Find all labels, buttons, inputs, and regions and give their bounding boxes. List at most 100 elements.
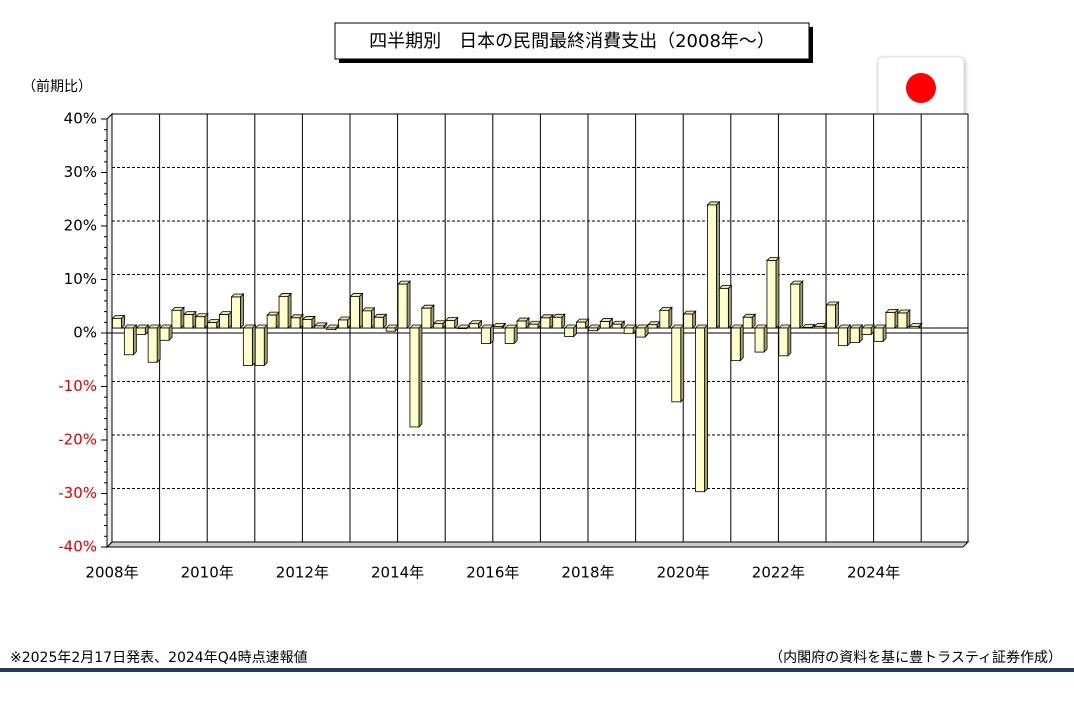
bar bbox=[635, 327, 646, 338]
bar bbox=[242, 327, 253, 366]
bar bbox=[350, 296, 360, 329]
bar bbox=[778, 327, 789, 357]
y-tick-label: 20% bbox=[64, 217, 97, 235]
bar bbox=[290, 317, 301, 329]
x-tick-label: 2014年 bbox=[371, 564, 424, 582]
bar bbox=[159, 327, 170, 341]
bar bbox=[516, 320, 527, 329]
y-tick-label: 40% bbox=[64, 110, 97, 128]
bar bbox=[326, 327, 337, 331]
bar bbox=[469, 323, 479, 329]
flag bbox=[877, 56, 965, 120]
bar bbox=[254, 327, 265, 366]
bar bbox=[112, 317, 122, 329]
bar bbox=[909, 325, 920, 329]
chart-title: 四半期別 日本の民間最終消費支出（2008年～） bbox=[369, 31, 775, 52]
bar bbox=[647, 324, 658, 329]
bar bbox=[480, 327, 491, 344]
y-tick-label: 10% bbox=[64, 270, 97, 288]
bar-side bbox=[763, 324, 768, 354]
bar bbox=[659, 309, 670, 329]
bar-side bbox=[406, 280, 411, 329]
x-tick-label: 2022年 bbox=[752, 564, 805, 582]
bar bbox=[528, 323, 539, 329]
x-tick-label: 2008年 bbox=[85, 564, 138, 582]
y-tick-label: 30% bbox=[64, 163, 97, 181]
y-tick-label: -30% bbox=[58, 484, 97, 502]
bar bbox=[397, 283, 408, 329]
bar bbox=[421, 307, 432, 329]
bar-side bbox=[418, 324, 423, 428]
bar bbox=[588, 327, 598, 332]
footnote: ※2025年2月17日発表、2024年Q4時点速報値 bbox=[10, 650, 308, 666]
bar bbox=[718, 288, 729, 329]
y-axis-label: （前期比） bbox=[22, 78, 92, 95]
bar bbox=[754, 327, 765, 353]
bar bbox=[183, 314, 194, 329]
bar bbox=[445, 320, 456, 329]
bar-side bbox=[787, 324, 792, 357]
bar bbox=[492, 325, 503, 329]
bar bbox=[849, 327, 860, 343]
bar-side bbox=[680, 324, 685, 403]
bar bbox=[766, 260, 777, 329]
bar bbox=[826, 304, 836, 329]
bar-side bbox=[263, 324, 268, 367]
bar bbox=[552, 316, 563, 329]
y-tick-label: -10% bbox=[58, 377, 97, 395]
bar bbox=[123, 327, 134, 356]
bar bbox=[278, 296, 289, 329]
bar-side bbox=[775, 256, 780, 329]
y-tick-label: 0% bbox=[73, 324, 97, 342]
bar bbox=[802, 327, 813, 329]
bar bbox=[219, 314, 229, 329]
bar bbox=[837, 327, 848, 347]
bar-side bbox=[727, 284, 732, 329]
bar bbox=[885, 312, 896, 329]
x-tick-label: 2016年 bbox=[466, 564, 519, 582]
bar bbox=[730, 327, 741, 362]
bar bbox=[742, 316, 753, 329]
bar bbox=[207, 322, 218, 329]
bar bbox=[433, 323, 444, 329]
bar bbox=[231, 296, 241, 329]
bar-side bbox=[240, 293, 244, 329]
bar bbox=[564, 327, 575, 337]
bar bbox=[457, 327, 467, 329]
bar-side bbox=[739, 324, 744, 362]
bar bbox=[266, 314, 277, 329]
bar bbox=[695, 327, 705, 493]
plot-floor bbox=[105, 541, 970, 548]
bar bbox=[611, 323, 622, 329]
bar bbox=[540, 317, 551, 329]
bar bbox=[302, 319, 313, 329]
bar bbox=[623, 327, 634, 334]
bar bbox=[897, 312, 908, 329]
bar bbox=[576, 321, 586, 329]
flag-sun bbox=[906, 73, 936, 103]
bar bbox=[147, 327, 158, 363]
x-tick-label: 2010年 bbox=[181, 564, 234, 582]
bar bbox=[373, 316, 384, 329]
bar bbox=[504, 327, 515, 344]
plot-side bbox=[106, 112, 113, 549]
bar bbox=[671, 327, 682, 403]
title-box bbox=[334, 22, 810, 60]
bar bbox=[195, 316, 206, 329]
footer-rule bbox=[0, 668, 1074, 672]
bar bbox=[314, 325, 325, 329]
bar bbox=[707, 204, 717, 329]
bar-side bbox=[835, 301, 839, 329]
bar bbox=[409, 327, 420, 428]
bar bbox=[135, 327, 146, 335]
source: （内閣府の資料を基に豊トラスティ証券作成） bbox=[769, 649, 1062, 666]
bar bbox=[599, 321, 610, 329]
bar-side bbox=[799, 280, 804, 329]
bar bbox=[873, 327, 884, 342]
bar bbox=[790, 283, 801, 329]
y-tick-label: -40% bbox=[58, 538, 97, 556]
x-tick-label: 2024年 bbox=[847, 564, 900, 582]
x-tick-label: 2020年 bbox=[657, 564, 710, 582]
